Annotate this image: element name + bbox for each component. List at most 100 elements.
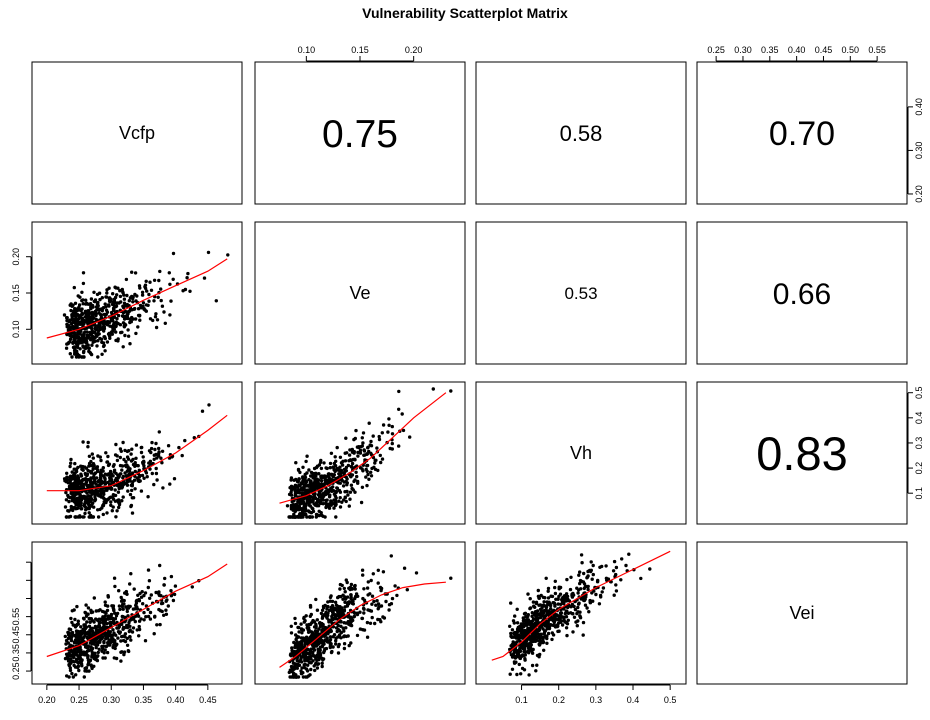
point — [334, 642, 338, 646]
point — [291, 665, 296, 669]
point — [117, 604, 122, 608]
point — [542, 608, 547, 613]
point — [585, 606, 589, 610]
point — [96, 650, 101, 655]
point — [387, 423, 391, 427]
point — [130, 630, 135, 634]
point — [352, 584, 357, 588]
tick-label-top-vei: 0.55 — [868, 45, 886, 55]
point — [125, 455, 130, 459]
point — [87, 311, 91, 315]
point — [299, 622, 303, 626]
point — [115, 317, 119, 321]
point — [378, 453, 382, 458]
tick-label-left-ve: 0.10 — [11, 321, 21, 339]
point — [351, 457, 355, 462]
point — [116, 339, 120, 343]
point — [372, 599, 376, 604]
point — [523, 611, 528, 615]
point — [137, 624, 141, 629]
point — [598, 565, 602, 569]
point — [372, 465, 376, 469]
point — [89, 333, 93, 337]
point — [65, 471, 69, 475]
point — [149, 288, 154, 292]
point — [82, 623, 86, 627]
point — [513, 614, 517, 618]
point — [293, 621, 298, 626]
point — [349, 464, 354, 469]
point — [366, 580, 370, 584]
point — [110, 481, 114, 485]
point — [94, 637, 99, 641]
point — [315, 479, 319, 483]
point — [582, 582, 587, 586]
point — [128, 317, 132, 321]
point — [68, 627, 73, 632]
panel-frame-1-2 — [475, 221, 687, 365]
point — [624, 563, 628, 568]
point — [311, 643, 316, 648]
point — [82, 332, 86, 336]
point — [84, 301, 89, 305]
point — [115, 321, 119, 325]
point — [565, 622, 570, 626]
point — [326, 488, 331, 492]
point — [122, 652, 126, 657]
point — [102, 500, 106, 504]
point — [449, 389, 453, 393]
point — [139, 445, 143, 450]
point — [171, 277, 175, 281]
point — [307, 468, 311, 472]
point — [364, 475, 368, 479]
point — [303, 503, 308, 508]
point — [110, 486, 114, 491]
smoother-ve-vei — [279, 581, 446, 668]
point — [101, 466, 106, 470]
panel-frame-3-1 — [254, 541, 466, 685]
point — [517, 662, 521, 667]
point — [132, 587, 136, 591]
point — [82, 675, 87, 679]
point — [529, 634, 533, 639]
point — [334, 639, 338, 643]
tick-label-top-vei: 0.40 — [788, 45, 806, 55]
point — [539, 632, 543, 636]
point — [70, 470, 74, 474]
point — [149, 593, 153, 597]
point — [90, 482, 94, 487]
point — [390, 424, 394, 429]
point — [73, 461, 77, 466]
point — [75, 634, 79, 639]
point — [92, 290, 96, 294]
point — [172, 592, 177, 597]
point — [152, 278, 157, 282]
panel-frame-1-1 — [254, 221, 466, 365]
point — [347, 643, 351, 648]
point — [577, 573, 581, 577]
point — [562, 601, 566, 606]
point — [107, 304, 111, 308]
scatter-vcfp-vei — [46, 563, 228, 679]
point — [89, 608, 93, 612]
point — [361, 606, 366, 611]
point — [397, 444, 401, 448]
point — [98, 297, 102, 302]
scatter-ve-vei — [279, 554, 453, 679]
point — [380, 431, 384, 435]
point — [102, 610, 107, 614]
point — [317, 482, 321, 486]
point — [143, 283, 148, 287]
point — [527, 673, 531, 677]
point — [136, 307, 141, 311]
point — [302, 616, 306, 621]
point — [69, 659, 74, 664]
tick-label-bottom-vcfp: 0.40 — [167, 695, 185, 705]
point — [118, 455, 123, 460]
point — [76, 660, 80, 664]
point — [360, 467, 364, 471]
point — [556, 597, 560, 601]
point — [512, 660, 517, 664]
point — [510, 635, 514, 639]
point — [79, 308, 83, 313]
